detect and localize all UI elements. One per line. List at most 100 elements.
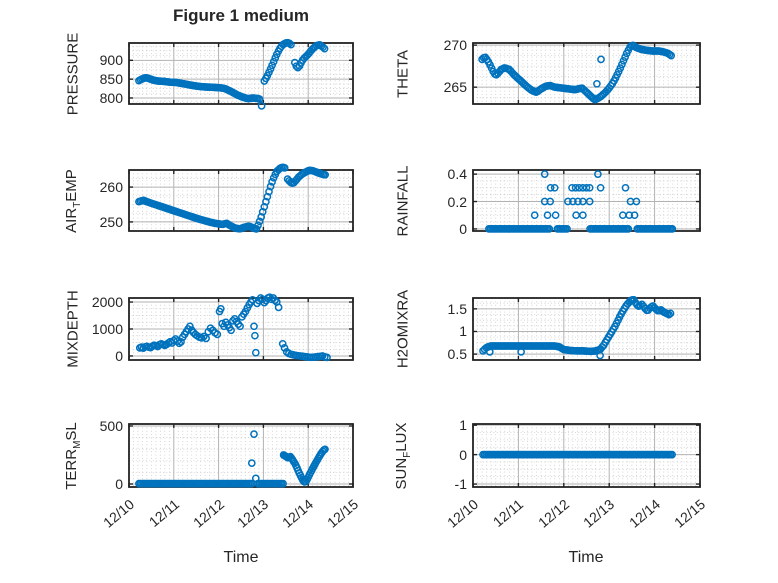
data-marker xyxy=(597,55,605,64)
y-tick-label: 265 xyxy=(443,79,467,96)
data-marker xyxy=(517,348,525,356)
y-tick-label: 800 xyxy=(99,89,123,106)
data-marker xyxy=(202,334,210,343)
data-marker xyxy=(251,348,260,357)
x-tick-label: 12/15 xyxy=(671,495,709,531)
data-marker xyxy=(530,211,539,220)
figure-title: Figure 1 medium xyxy=(172,6,310,25)
x-tick-label: 12/14 xyxy=(279,495,317,531)
data-marker xyxy=(255,95,264,103)
axes-box xyxy=(472,423,701,488)
y-tick-label: 1.5 xyxy=(447,300,467,317)
y-tick-label: -1 xyxy=(454,476,467,493)
data-marker xyxy=(319,43,327,52)
data-marker xyxy=(630,211,639,220)
data-marker xyxy=(563,225,571,233)
y-axis-label-air-temp: AIRTEMP xyxy=(63,168,83,233)
data-marker xyxy=(236,322,244,331)
x-tick-label: 12/15 xyxy=(324,495,362,531)
subplot-rainfall xyxy=(472,169,701,233)
data-marker xyxy=(254,221,262,230)
subplot-sun-flux xyxy=(472,423,701,488)
y-tick-label: 0.2 xyxy=(447,193,467,210)
data-marker xyxy=(257,102,266,110)
data-marker xyxy=(632,197,641,206)
y-tick-label: 0 xyxy=(115,347,123,364)
data-marker xyxy=(575,183,584,192)
y-tick-label: 0.5 xyxy=(447,346,467,363)
data-marker xyxy=(668,225,677,233)
x-tick-label: 12/10 xyxy=(100,495,138,531)
y-tick-label: 900 xyxy=(99,52,123,69)
y-axis-label-pressure: PRESSURE xyxy=(64,32,82,115)
data-marker xyxy=(323,353,331,362)
y-tick-label: 270 xyxy=(443,37,467,54)
data-marker xyxy=(251,331,259,340)
data-marker xyxy=(175,339,184,348)
data-marker xyxy=(266,182,275,191)
x-tick-label: 12/11 xyxy=(145,495,182,530)
data-marker xyxy=(621,183,630,192)
data-marker xyxy=(596,183,605,192)
data-marker xyxy=(545,225,554,233)
data-marker xyxy=(667,51,676,60)
subplot-air-temp xyxy=(128,163,354,233)
data-marker xyxy=(585,197,594,206)
y-tick-label: 260 xyxy=(99,179,123,196)
y-axis-label-theta: THETA xyxy=(394,49,412,98)
data-marker xyxy=(616,64,625,72)
data-marker xyxy=(485,348,494,356)
y-axis-label-terr-msl: TERRMSL xyxy=(63,421,83,490)
axes-box xyxy=(128,42,354,105)
subplot-mixdepth xyxy=(128,293,354,362)
x-tick-label: 12/12 xyxy=(189,495,227,531)
data-marker xyxy=(321,170,330,179)
axes-box xyxy=(472,169,701,232)
data-marker xyxy=(250,430,258,438)
y-tick-label: 0 xyxy=(459,220,467,237)
data-marker xyxy=(271,296,279,305)
data-marker xyxy=(568,183,576,192)
data-marker xyxy=(569,197,577,206)
data-marker xyxy=(551,211,560,220)
y-tick-label: 1000 xyxy=(91,321,123,337)
y-tick-label: 850 xyxy=(99,71,123,88)
subplot-pressure xyxy=(128,38,354,110)
y-tick-label: 1 xyxy=(459,323,467,340)
data-marker xyxy=(251,474,260,483)
x-tick-label: 12/11 xyxy=(490,495,527,530)
y-tick-label: 500 xyxy=(99,417,123,434)
data-marker xyxy=(546,197,555,206)
y-axis-label-rainfall: RAINFALL xyxy=(394,165,412,236)
data-marker xyxy=(287,40,295,49)
data-marker xyxy=(624,225,633,233)
data-marker xyxy=(278,339,287,348)
data-marker xyxy=(262,197,270,206)
y-tick-label: 2000 xyxy=(91,294,123,311)
data-marker xyxy=(625,211,634,220)
data-marker xyxy=(572,211,580,220)
data-marker xyxy=(579,211,587,220)
data-marker xyxy=(177,338,185,346)
data-marker xyxy=(320,44,329,53)
data-marker xyxy=(268,178,276,186)
data-marker xyxy=(543,211,552,220)
data-marker xyxy=(216,304,225,313)
x-tick-label: 12/13 xyxy=(580,495,618,531)
axes-box xyxy=(472,42,701,105)
y-axis-label-mixdepth: MIXDEPTH xyxy=(64,290,82,368)
data-marker xyxy=(621,53,629,61)
data-marker xyxy=(668,450,676,459)
x-tick-label: 12/13 xyxy=(234,495,272,531)
data-marker xyxy=(268,61,276,70)
data-marker xyxy=(280,164,289,172)
data-marker xyxy=(266,65,275,73)
data-marker xyxy=(285,39,294,48)
y-tick-label: 0.4 xyxy=(447,166,467,183)
data-marker xyxy=(227,326,235,335)
data-marker xyxy=(274,303,283,312)
subplot-terr-msl xyxy=(128,423,354,488)
data-marker xyxy=(279,479,287,488)
data-marker xyxy=(321,445,329,454)
x-tick-label: 12/10 xyxy=(444,495,482,531)
